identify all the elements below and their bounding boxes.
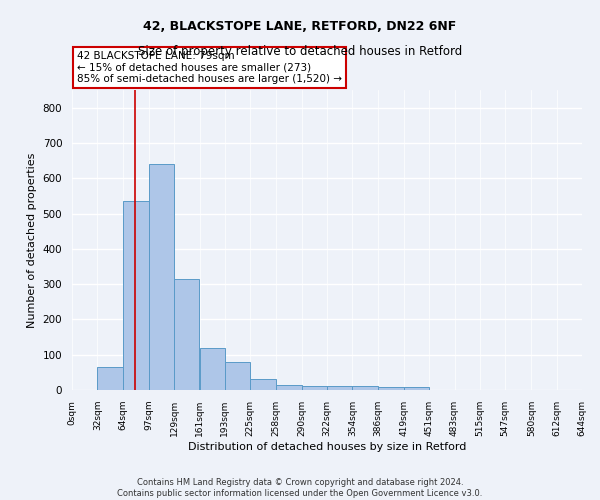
X-axis label: Distribution of detached houses by size in Retford: Distribution of detached houses by size …: [188, 442, 466, 452]
Bar: [250, 380, 277, 390]
Bar: [149, 164, 174, 390]
Text: Contains HM Land Registry data © Crown copyright and database right 2024.
Contai: Contains HM Land Registry data © Crown c…: [118, 478, 482, 498]
Bar: [404, 387, 429, 390]
Bar: [277, 384, 302, 390]
Text: Size of property relative to detached houses in Retford: Size of property relative to detached ho…: [138, 45, 462, 58]
Bar: [302, 386, 327, 390]
Bar: [97, 367, 122, 390]
Bar: [327, 386, 352, 390]
Y-axis label: Number of detached properties: Number of detached properties: [27, 152, 37, 328]
Bar: [352, 386, 377, 390]
Bar: [225, 362, 250, 390]
Text: 42 BLACKSTOPE LANE: 79sqm
← 15% of detached houses are smaller (273)
85% of semi: 42 BLACKSTOPE LANE: 79sqm ← 15% of detac…: [77, 51, 342, 84]
Bar: [199, 348, 225, 390]
Bar: [377, 387, 404, 390]
Bar: [174, 279, 199, 390]
Text: 42, BLACKSTOPE LANE, RETFORD, DN22 6NF: 42, BLACKSTOPE LANE, RETFORD, DN22 6NF: [143, 20, 457, 33]
Bar: [122, 201, 149, 390]
